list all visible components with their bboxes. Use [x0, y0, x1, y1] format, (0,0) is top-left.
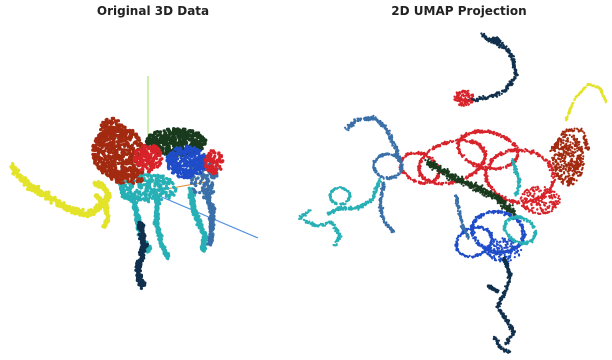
right-panel-title: 2D UMAP Projection [391, 4, 527, 18]
umap-cluster-hip [398, 129, 561, 215]
mammoth-shoulder [165, 144, 208, 180]
right-umap-panel [298, 32, 608, 354]
umap-cluster-shoulder [454, 209, 527, 263]
left-3d-panel [9, 76, 259, 290]
umap-cluster-legs [298, 157, 538, 247]
umap-cluster-top-arm [467, 32, 519, 103]
mammoth-trunk [9, 162, 112, 229]
umap-cluster-head [549, 127, 591, 187]
umap-cluster-trunk [564, 82, 608, 122]
left-panel-title: Original 3D Data [96, 4, 210, 18]
mammoth-hip [132, 143, 225, 176]
mammoth-front-foot [134, 220, 149, 290]
mammoth-head [91, 116, 146, 185]
z-axis-line [149, 191, 259, 239]
umap-cluster-back [424, 158, 518, 219]
umap-cluster-hind-legs [344, 114, 470, 240]
umap-cluster-feet [486, 256, 517, 354]
umap-cluster-top-hip [453, 89, 475, 107]
